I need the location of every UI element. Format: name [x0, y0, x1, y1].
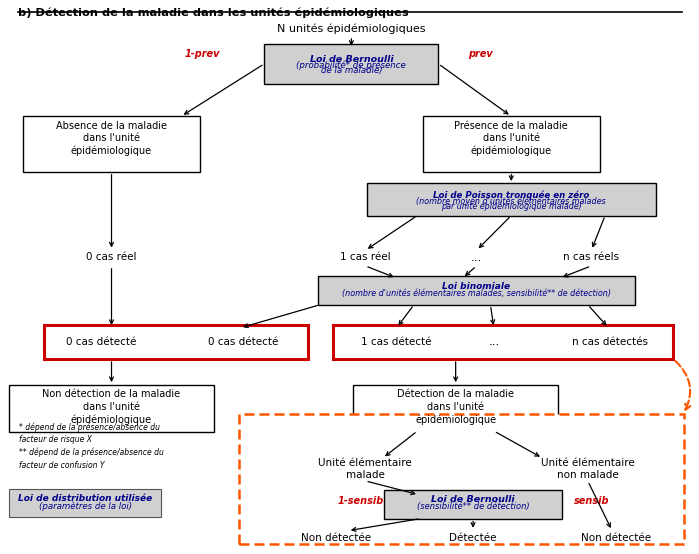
Text: 1 cas détecté: 1 cas détecté	[361, 337, 432, 347]
Text: par unité épidémiologique malade): par unité épidémiologique malade)	[441, 201, 582, 211]
Text: (nombre d'unités élémentaires malades, sensibilité** de détection): (nombre d'unités élémentaires malades, s…	[342, 289, 611, 297]
Text: b) Détection de la maladie dans les unités épidémiologiques: b) Détection de la maladie dans les unit…	[17, 7, 408, 18]
FancyBboxPatch shape	[239, 414, 684, 544]
Text: 1-prev: 1-prev	[184, 49, 219, 59]
Text: de la maladie): de la maladie)	[321, 66, 382, 75]
Text: n cas détectés: n cas détectés	[572, 337, 648, 347]
Text: Absence de la maladie
dans l'unité
épidémiologique: Absence de la maladie dans l'unité épidé…	[56, 121, 167, 156]
Text: sensib: sensib	[573, 496, 609, 506]
Text: ...: ...	[471, 250, 482, 264]
Text: 1-sensib: 1-sensib	[338, 496, 384, 506]
Text: Détectée: Détectée	[449, 534, 497, 543]
Text: Détection de la maladie
dans l'unité
épidémiologique: Détection de la maladie dans l'unité épi…	[397, 389, 514, 425]
Text: (probabilité* de présence: (probabilité* de présence	[296, 60, 406, 70]
Text: Non détectée: Non détectée	[580, 534, 651, 543]
Text: n cas réels: n cas réels	[563, 252, 619, 262]
FancyBboxPatch shape	[318, 276, 635, 305]
Text: * dépend de la présence/absence du
facteur de risque X
** dépend de la présence/: * dépend de la présence/absence du facte…	[19, 422, 164, 470]
Text: Loi binomiale: Loi binomiale	[442, 283, 510, 291]
Text: ...: ...	[489, 335, 500, 348]
Text: Non détectée: Non détectée	[301, 534, 371, 543]
Text: Loi de distribution utilisée: Loi de distribution utilisée	[18, 494, 152, 503]
FancyBboxPatch shape	[333, 325, 673, 359]
Text: 1 cas réel: 1 cas réel	[340, 252, 391, 262]
Text: Présence de la maladie
dans l'unité
épidémiologique: Présence de la maladie dans l'unité épid…	[454, 121, 568, 156]
Text: Loi de Bernoulli: Loi de Bernoulli	[310, 55, 393, 64]
Text: Unité élémentaire
non malade: Unité élémentaire non malade	[541, 458, 635, 480]
Text: (sensibilité** de détection): (sensibilité** de détection)	[417, 502, 529, 511]
Text: Unité élémentaire
malade: Unité élémentaire malade	[319, 458, 412, 480]
Text: Loi de Bernoulli: Loi de Bernoulli	[431, 495, 515, 504]
Text: 0 cas détecté: 0 cas détecté	[208, 337, 279, 347]
Text: (nombre moyen d'unités élémentaires malades: (nombre moyen d'unités élémentaires mala…	[417, 196, 606, 206]
Text: N unités épidémiologiques: N unités épidémiologiques	[277, 24, 426, 34]
Text: 0 cas réel: 0 cas réel	[86, 252, 137, 262]
FancyBboxPatch shape	[44, 325, 308, 359]
FancyBboxPatch shape	[9, 489, 161, 517]
FancyBboxPatch shape	[264, 44, 438, 84]
Text: Non détection de la maladie
dans l'unité
épidémiologique: Non détection de la maladie dans l'unité…	[43, 389, 180, 425]
Text: 0 cas détecté: 0 cas détecté	[66, 337, 136, 347]
FancyBboxPatch shape	[23, 116, 200, 172]
FancyBboxPatch shape	[367, 183, 656, 216]
Text: prev: prev	[468, 49, 492, 59]
FancyBboxPatch shape	[384, 490, 562, 519]
Text: (paramètres de la loi): (paramètres de la loi)	[38, 501, 131, 511]
Text: Loi de Poisson tronquée en zéro: Loi de Poisson tronquée en zéro	[433, 190, 589, 200]
FancyBboxPatch shape	[353, 386, 559, 432]
FancyBboxPatch shape	[9, 386, 214, 432]
FancyBboxPatch shape	[423, 116, 600, 172]
